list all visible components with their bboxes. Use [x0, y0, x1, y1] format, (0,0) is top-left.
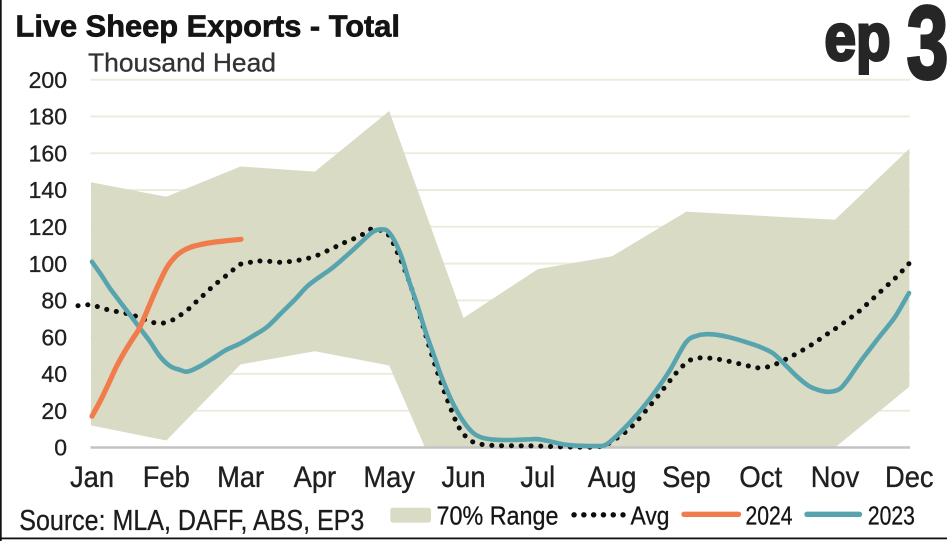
- svg-text:Jul: Jul: [520, 461, 555, 494]
- svg-text:ep: ep: [825, 0, 891, 74]
- svg-text:Sep: Sep: [662, 461, 711, 494]
- svg-text:Oct: Oct: [739, 461, 783, 494]
- svg-text:180: 180: [29, 104, 67, 130]
- svg-text:Jun: Jun: [442, 461, 486, 494]
- svg-text:160: 160: [29, 141, 67, 167]
- svg-text:Nov: Nov: [811, 461, 860, 494]
- svg-text:140: 140: [29, 177, 67, 203]
- svg-text:Aug: Aug: [588, 461, 637, 494]
- svg-text:3: 3: [907, 0, 947, 102]
- svg-text:Jan: Jan: [70, 461, 114, 494]
- svg-text:Feb: Feb: [143, 461, 190, 494]
- svg-text:20: 20: [41, 398, 67, 424]
- svg-text:70% Range: 70% Range: [437, 501, 559, 531]
- svg-text:40: 40: [41, 361, 67, 387]
- svg-text:May: May: [363, 461, 415, 494]
- svg-text:Apr: Apr: [294, 461, 337, 494]
- svg-text:80: 80: [41, 288, 67, 314]
- svg-text:120: 120: [29, 214, 67, 240]
- svg-text:Thousand Head: Thousand Head: [88, 47, 276, 77]
- svg-text:200: 200: [29, 67, 67, 93]
- svg-text:0: 0: [54, 435, 67, 461]
- svg-text:2024: 2024: [746, 501, 793, 531]
- svg-text:Dec: Dec: [885, 461, 934, 494]
- svg-text:Source: MLA, DAFF, ABS, EP3: Source: MLA, DAFF, ABS, EP3: [19, 505, 364, 537]
- svg-text:Avg: Avg: [631, 501, 670, 531]
- svg-text:100: 100: [29, 251, 67, 277]
- svg-text:2023: 2023: [868, 501, 915, 531]
- svg-text:Mar: Mar: [217, 461, 264, 494]
- svg-text:Live Sheep Exports - Total: Live Sheep Exports - Total: [16, 9, 401, 44]
- svg-text:60: 60: [41, 324, 67, 350]
